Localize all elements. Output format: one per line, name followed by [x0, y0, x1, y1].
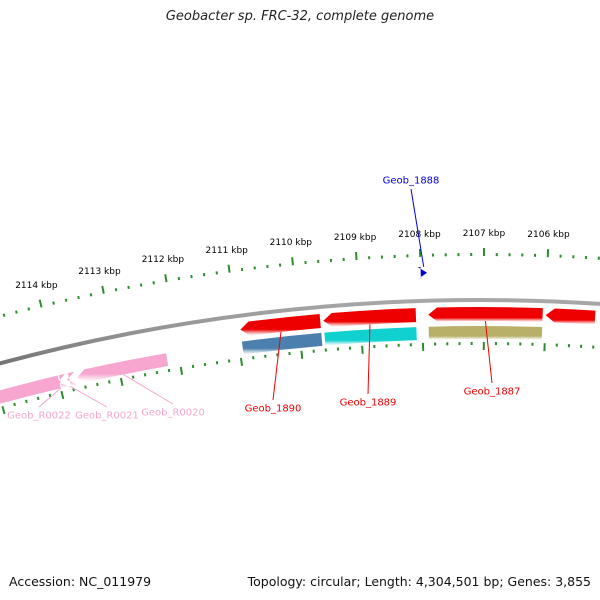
feature-label-geob-r0020[interactable]: Geob_R0020	[141, 407, 205, 419]
label-connector	[123, 374, 174, 405]
major-tick	[227, 264, 231, 273]
scale-label: 2108 kbp	[398, 230, 441, 240]
major-tick	[354, 251, 358, 261]
label-connector	[272, 331, 282, 401]
minor-tick	[127, 285, 130, 290]
minor-tick	[139, 283, 143, 287]
feature-label-geob-1889[interactable]: Geob_1889	[339, 397, 397, 409]
major-tick	[119, 377, 124, 387]
geob-r0021-feature[interactable]	[66, 371, 78, 386]
feature-label-lines	[38, 188, 493, 408]
minor-tick	[155, 370, 159, 375]
major-tick	[1, 405, 6, 415]
minor-tick	[107, 380, 111, 384]
feature-label-geob-r0022[interactable]: Geob_R0022	[7, 410, 71, 422]
major-tick	[361, 345, 364, 354]
feature-label-geob-1888[interactable]: Geob_1888	[382, 175, 440, 187]
major-tick	[164, 274, 168, 283]
map-title: Geobacter sp. FRC-32, complete genome	[165, 9, 435, 24]
major-tick	[101, 285, 105, 294]
major-tick	[291, 257, 294, 266]
minor-tick	[89, 293, 93, 297]
minor-tick	[15, 310, 18, 314]
scale-label: 2109 kbp	[333, 233, 377, 244]
minor-tick	[64, 298, 68, 302]
scale-ticks-inner	[1, 342, 595, 415]
scale-label: 2107 kbp	[462, 229, 506, 239]
major-tick	[60, 390, 65, 400]
minor-tick	[131, 375, 135, 379]
minor-tick	[152, 281, 155, 285]
geob-1890-feature[interactable]	[240, 313, 321, 336]
label-connector	[484, 320, 493, 384]
minor-tick	[36, 396, 40, 401]
feature-label-geob-1890[interactable]: Geob_1890	[244, 403, 302, 415]
minor-tick	[96, 382, 99, 387]
minor-tick	[27, 307, 31, 311]
label-connector	[410, 188, 425, 267]
minor-tick	[25, 399, 28, 404]
feature-label-geob-r0021[interactable]: Geob_R0021	[75, 410, 139, 422]
major-tick	[38, 299, 43, 308]
feature-label-geob-1887[interactable]: Geob_1887	[463, 386, 521, 398]
gene-feature[interactable]	[324, 327, 417, 346]
major-tick	[300, 350, 304, 359]
major-tick	[179, 366, 184, 375]
geob-1888-feature[interactable]	[417, 266, 428, 280]
scale-label: 2106 kbp	[527, 230, 570, 241]
minor-tick	[143, 373, 147, 377]
scale-label: 2111 kbp	[205, 245, 248, 256]
minor-tick	[167, 368, 171, 373]
gene-feature[interactable]	[428, 326, 543, 341]
label-connector	[367, 324, 371, 395]
scale-label: 2114 kbp	[15, 281, 58, 291]
genome-backbone	[0, 298, 600, 366]
scale-ticks-outer	[2, 248, 600, 317]
scale-label: 2113 kbp	[78, 267, 121, 278]
gene-feature[interactable]	[545, 308, 596, 325]
geob-r0020-feature[interactable]	[77, 353, 169, 383]
label-connector	[38, 387, 62, 408]
major-tick	[239, 357, 244, 366]
accession-text: Accession: NC_011979	[9, 574, 152, 589]
minor-tick	[72, 388, 75, 392]
geob-1887-feature[interactable]	[428, 307, 543, 323]
gene-feature[interactable]	[241, 332, 323, 355]
minor-tick	[114, 288, 118, 292]
minor-tick	[77, 295, 80, 300]
label-connector	[69, 385, 108, 408]
topology-summary-text: Topology: circular; Length: 4,304,501 bp…	[247, 574, 591, 589]
minor-tick	[52, 301, 55, 305]
scale-label: 2110 kbp	[269, 238, 312, 249]
gene-feature[interactable]	[0, 375, 61, 412]
minor-tick	[2, 313, 6, 317]
feature-track	[0, 266, 596, 412]
minor-tick	[48, 393, 52, 398]
minor-tick	[13, 402, 16, 407]
geob-r0022-feature[interactable]	[58, 373, 69, 388]
scale-label: 2112 kbp	[141, 255, 185, 266]
geob-1889-feature[interactable]	[323, 308, 417, 327]
minor-tick	[84, 385, 87, 389]
